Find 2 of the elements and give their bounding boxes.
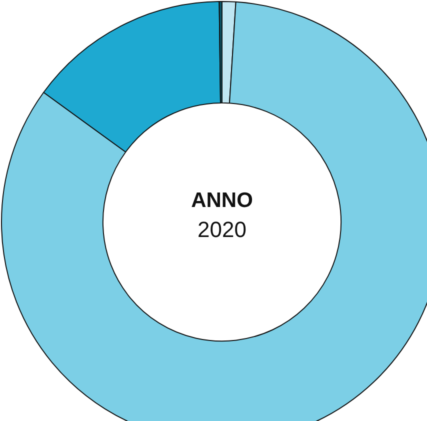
text: ANNO	[191, 188, 253, 212]
text: 2020	[198, 217, 246, 242]
